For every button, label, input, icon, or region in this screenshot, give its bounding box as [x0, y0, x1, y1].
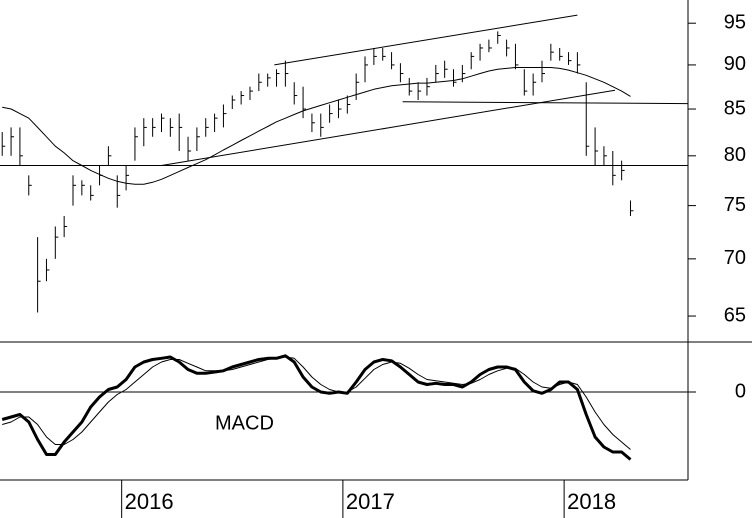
x-tick-label: 2017 — [346, 489, 395, 514]
trendline — [274, 14, 578, 66]
macd-label: MACD — [215, 412, 274, 434]
y-tick-label: 0 — [735, 380, 746, 402]
y-tick-label: 70 — [724, 247, 746, 269]
y-tick-label: 95 — [724, 11, 746, 33]
macd-line — [1, 354, 632, 461]
x-tick-label: 2016 — [125, 489, 174, 514]
moving-average — [2, 67, 631, 185]
trendline — [161, 89, 616, 167]
trendline — [402, 101, 689, 105]
y-tick-label: 90 — [724, 53, 746, 75]
y-tick-label: 65 — [724, 304, 746, 326]
macd-signal-line — [2, 356, 631, 450]
y-tick-label: 85 — [724, 97, 746, 119]
y-tick-label: 75 — [724, 194, 746, 216]
x-tick-label: 2018 — [567, 489, 616, 514]
y-tick-label: 80 — [724, 144, 746, 166]
